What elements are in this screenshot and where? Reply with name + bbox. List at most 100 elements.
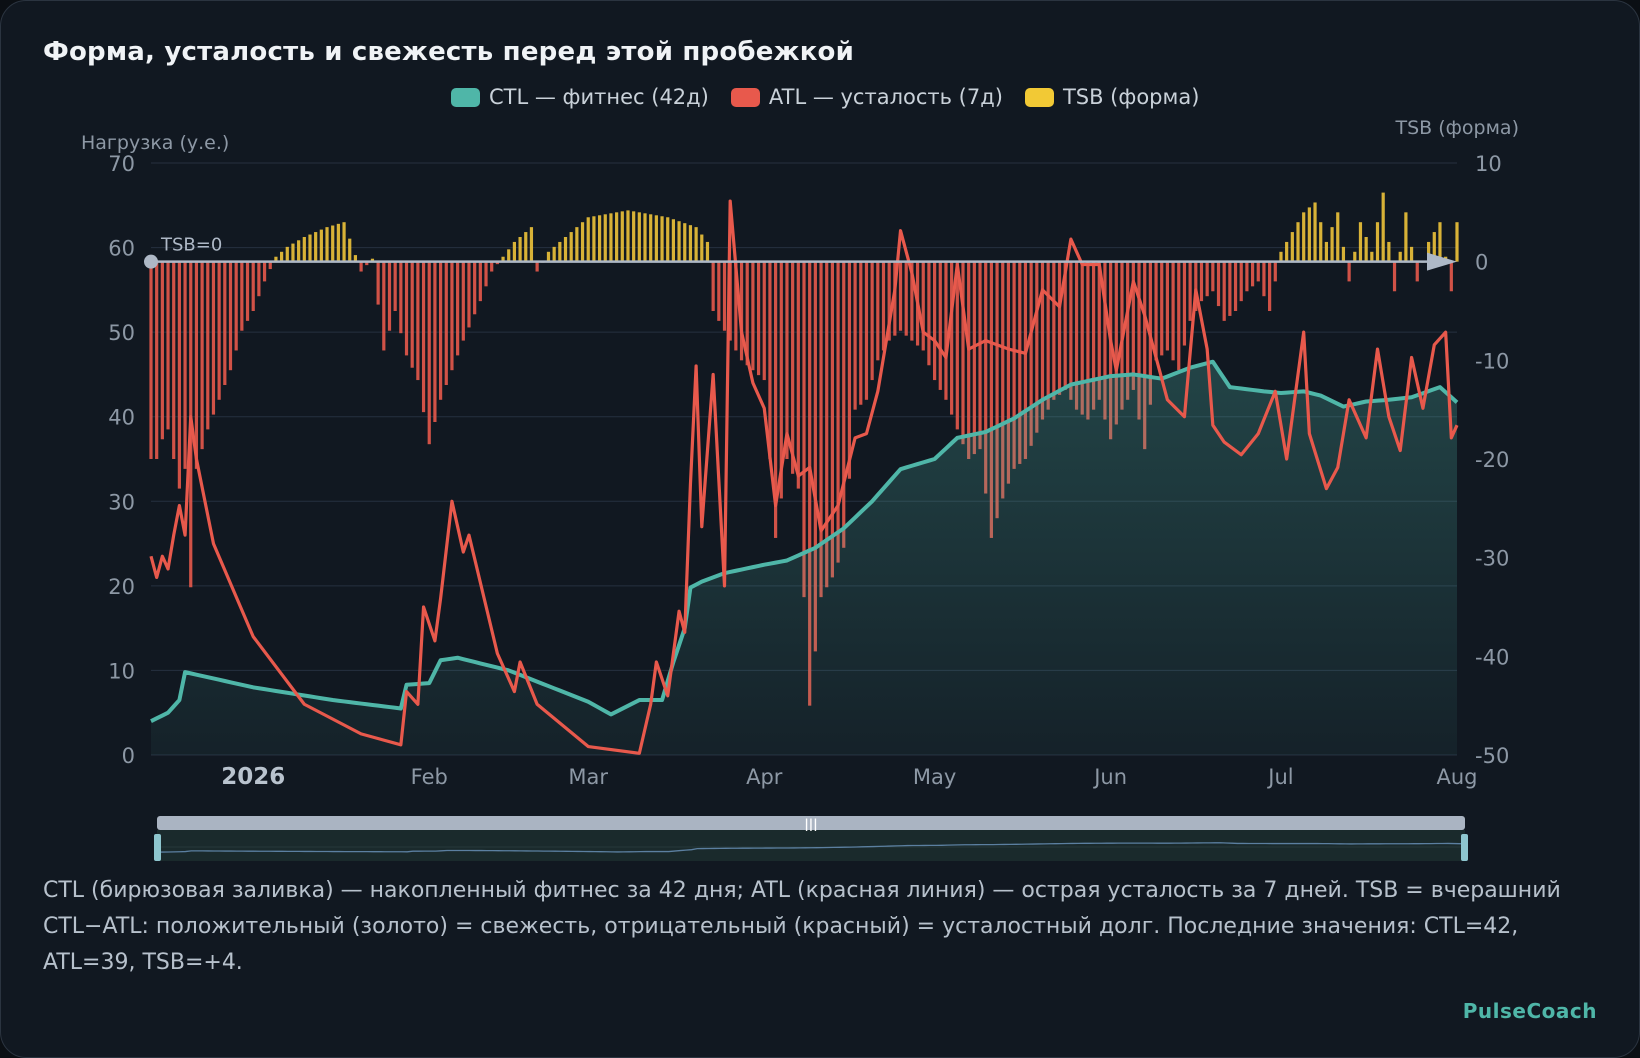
left-axis-label: Нагрузка (у.е.) xyxy=(81,132,229,154)
x-tick-label: Apr xyxy=(746,765,783,789)
tsb-bar xyxy=(910,261,914,341)
legend-item-atl[interactable]: ATL — усталость (7д) xyxy=(730,85,1003,109)
tsb-bar xyxy=(507,249,511,262)
tsb-bar xyxy=(921,261,925,351)
tsb-bar xyxy=(552,246,556,262)
tsb-bar xyxy=(830,261,834,578)
right-tick-label: -40 xyxy=(1475,645,1509,669)
tsb-bar xyxy=(1432,232,1436,262)
tsb-bar xyxy=(438,261,443,400)
tsb-bar xyxy=(779,261,783,499)
right-tick-label: 10 xyxy=(1475,152,1502,176)
tsb-bar xyxy=(1381,192,1385,262)
tsb-bar xyxy=(847,261,852,479)
legend: CTL — фитнес (42д) ATL — усталость (7д) … xyxy=(451,85,1199,109)
tsb-bar xyxy=(1358,222,1363,262)
ctl-line xyxy=(150,359,1459,723)
zoom-slider-grip[interactable]: ||| xyxy=(804,817,817,831)
tsb-bar xyxy=(1307,207,1311,262)
tsb-bar xyxy=(1046,261,1050,410)
zoom-handle-right[interactable] xyxy=(1461,834,1468,861)
tsb-bar xyxy=(1273,261,1277,282)
tsb-bar xyxy=(978,261,982,450)
tsb-bar xyxy=(421,261,426,413)
left-tick-label: 30 xyxy=(108,490,135,514)
tsb-bar xyxy=(620,211,624,262)
tsb-bar xyxy=(314,232,318,262)
tsb-bar xyxy=(262,261,267,282)
tsb-bar xyxy=(234,261,238,351)
tsb-bar xyxy=(944,261,948,400)
legend-swatch-tsb xyxy=(1024,87,1054,107)
brand-logo: PulseCoach xyxy=(1462,999,1597,1023)
tsb-bar xyxy=(1392,261,1397,292)
legend-item-tsb[interactable]: TSB (форма) xyxy=(1024,85,1200,109)
tsb-bar xyxy=(416,261,420,381)
tsb-bar xyxy=(1398,251,1402,262)
tsb-bar xyxy=(632,211,636,262)
tsb-bar xyxy=(1279,251,1283,262)
tsb-bar xyxy=(876,261,880,361)
tsb-bar xyxy=(1097,261,1101,400)
ctl-area xyxy=(151,361,1457,755)
tsb-bar xyxy=(819,261,823,598)
tsb-bar xyxy=(1245,261,1249,292)
tsb-bar xyxy=(342,222,346,262)
tsb-bar xyxy=(1086,261,1090,420)
legend-label-tsb: TSB (форма) xyxy=(1062,85,1200,109)
tsb-bar xyxy=(1029,261,1033,446)
tsb-bar xyxy=(404,261,409,356)
tsb-bar xyxy=(1177,261,1181,371)
tsb-bar xyxy=(756,261,761,376)
tsb-bar xyxy=(791,261,795,474)
tsb-bar xyxy=(950,261,954,415)
x-tick-label: Feb xyxy=(411,765,448,789)
tsb-bar xyxy=(427,261,431,445)
tsb-bar xyxy=(484,261,488,287)
tsb-bar xyxy=(649,214,653,262)
tsb-bar xyxy=(461,261,465,341)
tsb-bar xyxy=(206,261,210,430)
tsb-bar xyxy=(745,261,749,366)
tsb-bar xyxy=(529,227,534,262)
tsb-bar xyxy=(359,261,363,272)
tsb-bar xyxy=(768,261,772,459)
tsb-bar xyxy=(223,261,227,385)
tsb-bar xyxy=(200,261,204,450)
tsb-bar xyxy=(370,258,375,262)
legend-item-ctl[interactable]: CTL — фитнес (42д) xyxy=(451,85,709,109)
tsb-bar xyxy=(972,261,976,455)
right-tick-label: -10 xyxy=(1475,349,1509,373)
tsb-bar xyxy=(626,210,630,262)
zoom-handle-left[interactable] xyxy=(154,834,161,861)
tsb-bar xyxy=(881,261,886,351)
tsb-zero-label: TSB=0 xyxy=(160,235,222,256)
right-tick-label: -20 xyxy=(1475,448,1509,472)
tsb-bar xyxy=(1364,237,1368,262)
left-tick-label: 70 xyxy=(108,152,135,176)
tsb-bar xyxy=(1222,261,1226,321)
tsb-bar xyxy=(1341,246,1346,262)
tsb-bar xyxy=(1126,261,1130,400)
zoom-navigator-miniline xyxy=(156,842,1466,853)
tsb-bar xyxy=(666,217,670,262)
tsb-bar xyxy=(1296,222,1300,262)
tsb-bar xyxy=(1336,212,1340,262)
tsb-bar xyxy=(643,213,647,262)
tsb-bar xyxy=(1080,261,1084,415)
tsb-bar xyxy=(825,261,829,588)
legend-label-ctl: CTL — фитнес (42д) xyxy=(489,85,709,109)
tsb-bar xyxy=(512,241,517,262)
tsb-bar xyxy=(245,261,250,321)
zoom-slider-track xyxy=(157,816,1465,830)
tsb-bar xyxy=(172,261,176,459)
tsb-bar xyxy=(444,261,448,385)
tsb-bar xyxy=(563,237,568,262)
tsb-bar xyxy=(456,261,460,356)
x-tick-label: Aug xyxy=(1436,765,1477,789)
tsb-bar xyxy=(1035,261,1039,433)
tsb-bar xyxy=(1052,261,1056,400)
tsb-bar xyxy=(257,261,261,297)
tsb-bar xyxy=(1324,241,1328,262)
tsb-bar xyxy=(842,261,846,548)
